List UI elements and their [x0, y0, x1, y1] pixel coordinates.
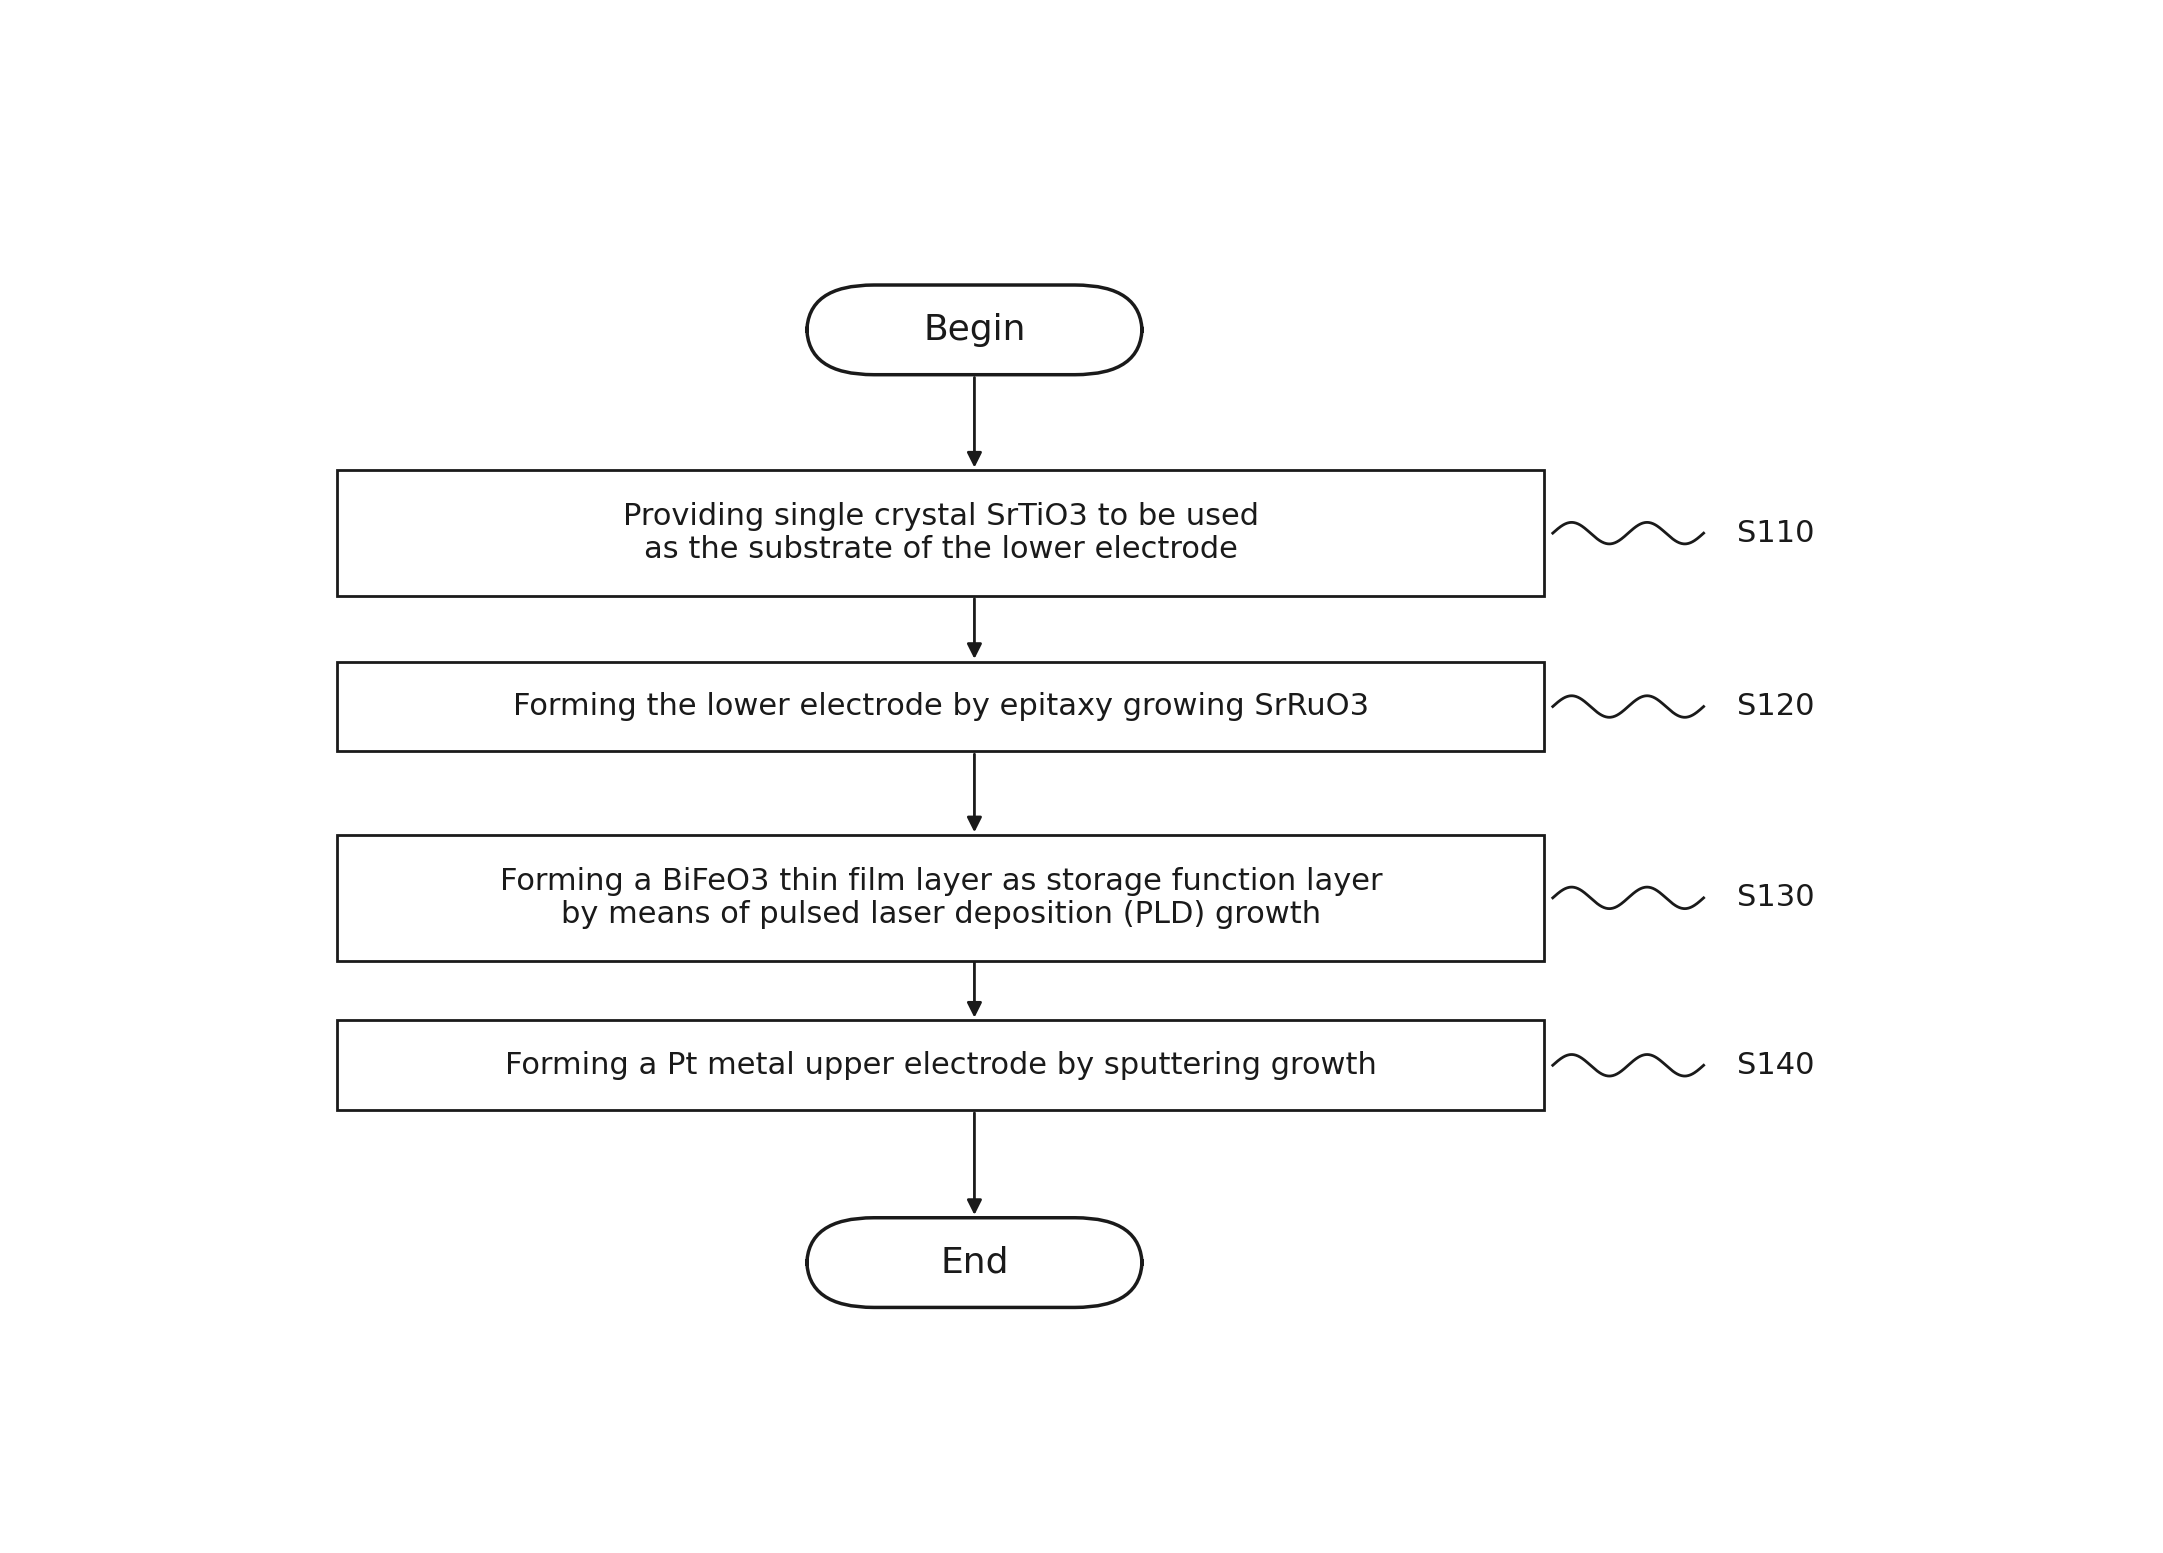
Text: S140: S140	[1737, 1051, 1815, 1079]
FancyBboxPatch shape	[337, 471, 1544, 596]
FancyBboxPatch shape	[337, 1020, 1544, 1110]
Text: Forming a BiFeO3 thin film layer as storage function layer
by means of pulsed la: Forming a BiFeO3 thin film layer as stor…	[500, 867, 1382, 929]
Text: S110: S110	[1737, 519, 1815, 548]
Text: Begin: Begin	[924, 312, 1025, 346]
Text: End: End	[941, 1246, 1008, 1280]
Text: S130: S130	[1737, 884, 1815, 912]
FancyBboxPatch shape	[337, 836, 1544, 961]
Text: S120: S120	[1737, 693, 1815, 721]
FancyBboxPatch shape	[807, 286, 1142, 374]
Text: Providing single crystal SrTiO3 to be used
as the substrate of the lower electro: Providing single crystal SrTiO3 to be us…	[623, 502, 1259, 564]
FancyBboxPatch shape	[337, 662, 1544, 752]
FancyBboxPatch shape	[807, 1218, 1142, 1308]
Text: Forming a Pt metal upper electrode by sputtering growth: Forming a Pt metal upper electrode by sp…	[504, 1051, 1378, 1079]
Text: Forming the lower electrode by epitaxy growing SrRuO3: Forming the lower electrode by epitaxy g…	[513, 693, 1369, 721]
